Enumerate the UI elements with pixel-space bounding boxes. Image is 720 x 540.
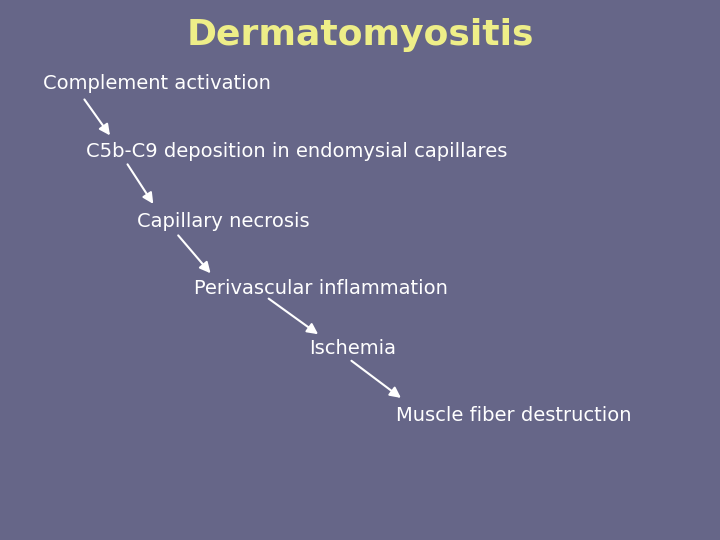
Text: Ischemia: Ischemia: [310, 339, 397, 358]
Text: Complement activation: Complement activation: [43, 74, 271, 93]
Text: Perivascular inflammation: Perivascular inflammation: [194, 279, 449, 299]
Text: Capillary necrosis: Capillary necrosis: [137, 212, 310, 231]
Text: Muscle fiber destruction: Muscle fiber destruction: [396, 406, 631, 426]
Text: Dermatomyositis: Dermatomyositis: [186, 18, 534, 52]
Text: C5b-C9 deposition in endomysial capillares: C5b-C9 deposition in endomysial capillar…: [86, 141, 508, 161]
